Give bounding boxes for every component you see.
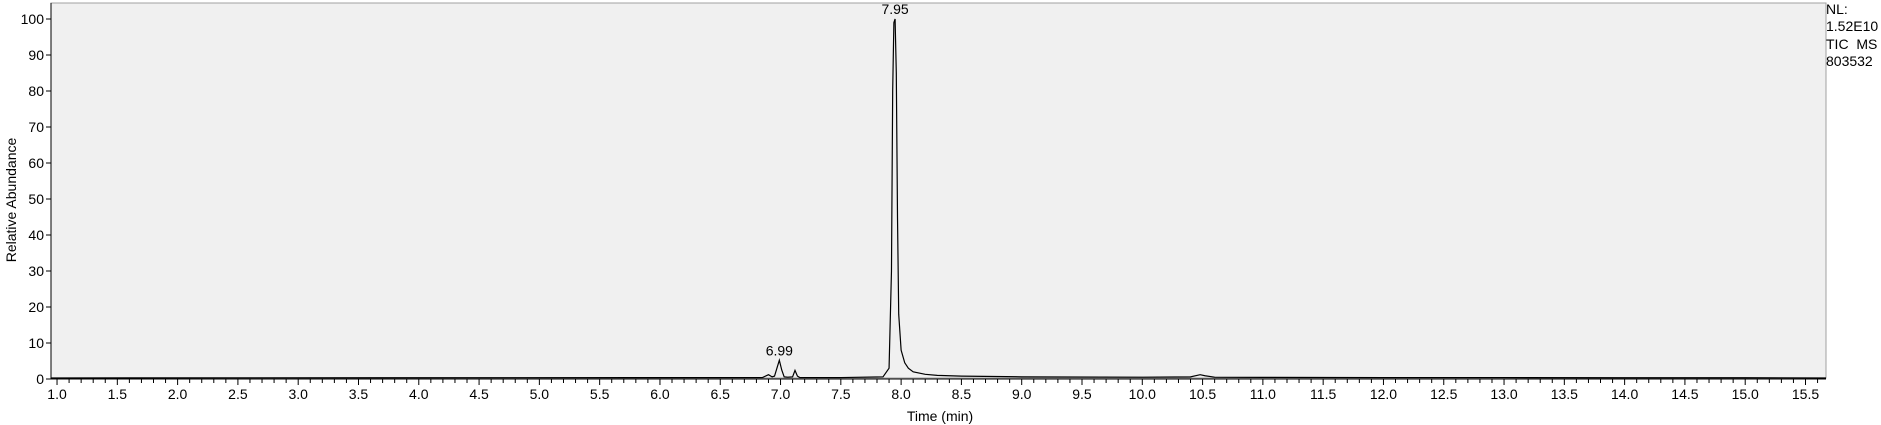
x-tick-label: 5.5	[590, 386, 610, 402]
info-nl-label: NL:	[1826, 1, 1848, 17]
x-tick-label: 1.5	[108, 386, 128, 402]
y-tick-label: 50	[28, 191, 44, 207]
y-tick-label: 60	[28, 155, 44, 171]
y-tick-label: 30	[28, 263, 44, 279]
x-tick-label: 2.5	[228, 386, 248, 402]
peak-label: 7.95	[881, 1, 908, 17]
y-tick-label: 70	[28, 119, 44, 135]
x-tick-label: 3.5	[349, 386, 369, 402]
y-tick-label: 100	[21, 11, 45, 27]
y-tick-label: 80	[28, 83, 44, 99]
x-tick-label: 4.0	[409, 386, 429, 402]
y-tick-label: 10	[28, 335, 44, 351]
x-tick-label: 10.5	[1189, 386, 1216, 402]
peak-annotations: 7.95 6.99	[766, 1, 909, 358]
x-tick-label: 15.5	[1792, 386, 1819, 402]
x-tick-label: 14.5	[1671, 386, 1698, 402]
x-tick-label: 14.0	[1611, 386, 1638, 402]
info-file-id: 803532	[1826, 53, 1873, 69]
x-tick-label: 11.0	[1250, 386, 1276, 402]
x-tick-label: 8.0	[891, 386, 911, 402]
x-tick-label: 6.0	[650, 386, 670, 402]
peak-label: 6.99	[766, 342, 793, 358]
y-tick-label: 0	[36, 371, 44, 387]
x-tick-label: 8.5	[952, 386, 972, 402]
x-tick-label: 7.0	[771, 386, 791, 402]
x-tick-label: 6.5	[711, 386, 731, 402]
x-tick-label: 9.5	[1072, 386, 1092, 402]
x-axis-title: Time (min)	[907, 408, 973, 424]
x-tick-label: 9.0	[1012, 386, 1032, 402]
x-axis-ticks: 1.0 1.5 2.0 2.5 3.0 3.5 4.0 4.5 5.0 5.5 6.0 6.5 7.0 7…	[47, 379, 1819, 402]
y-tick-label: 20	[28, 299, 44, 315]
x-tick-label: 1.0	[47, 386, 67, 402]
y-tick-label: 90	[28, 47, 44, 63]
x-tick-label: 13.0	[1490, 386, 1517, 402]
x-tick-label: 12.0	[1370, 386, 1397, 402]
x-tick-label: 5.0	[530, 386, 550, 402]
x-tick-label: 10.0	[1129, 386, 1156, 402]
info-scan-filter: TIC MS	[1826, 36, 1877, 52]
y-axis-title: Relative Abundance	[3, 138, 19, 263]
x-tick-label: 12.5	[1430, 386, 1457, 402]
x-tick-label: 4.5	[469, 386, 489, 402]
y-axis-ticks: 0 10 20 30 40 50 60 70 80 90 100	[21, 11, 51, 387]
info-nl-value: 1.52E10	[1826, 18, 1878, 34]
tic-trace-line	[50, 18, 1827, 379]
y-tick-label: 40	[28, 227, 44, 243]
x-tick-label: 15.0	[1732, 386, 1759, 402]
x-tick-label: 7.5	[831, 386, 851, 402]
x-tick-label: 3.0	[288, 386, 308, 402]
plot-background	[50, 2, 1827, 379]
x-tick-label: 11.5	[1310, 386, 1336, 402]
x-tick-label: 13.5	[1551, 386, 1578, 402]
x-tick-label: 2.0	[168, 386, 188, 402]
